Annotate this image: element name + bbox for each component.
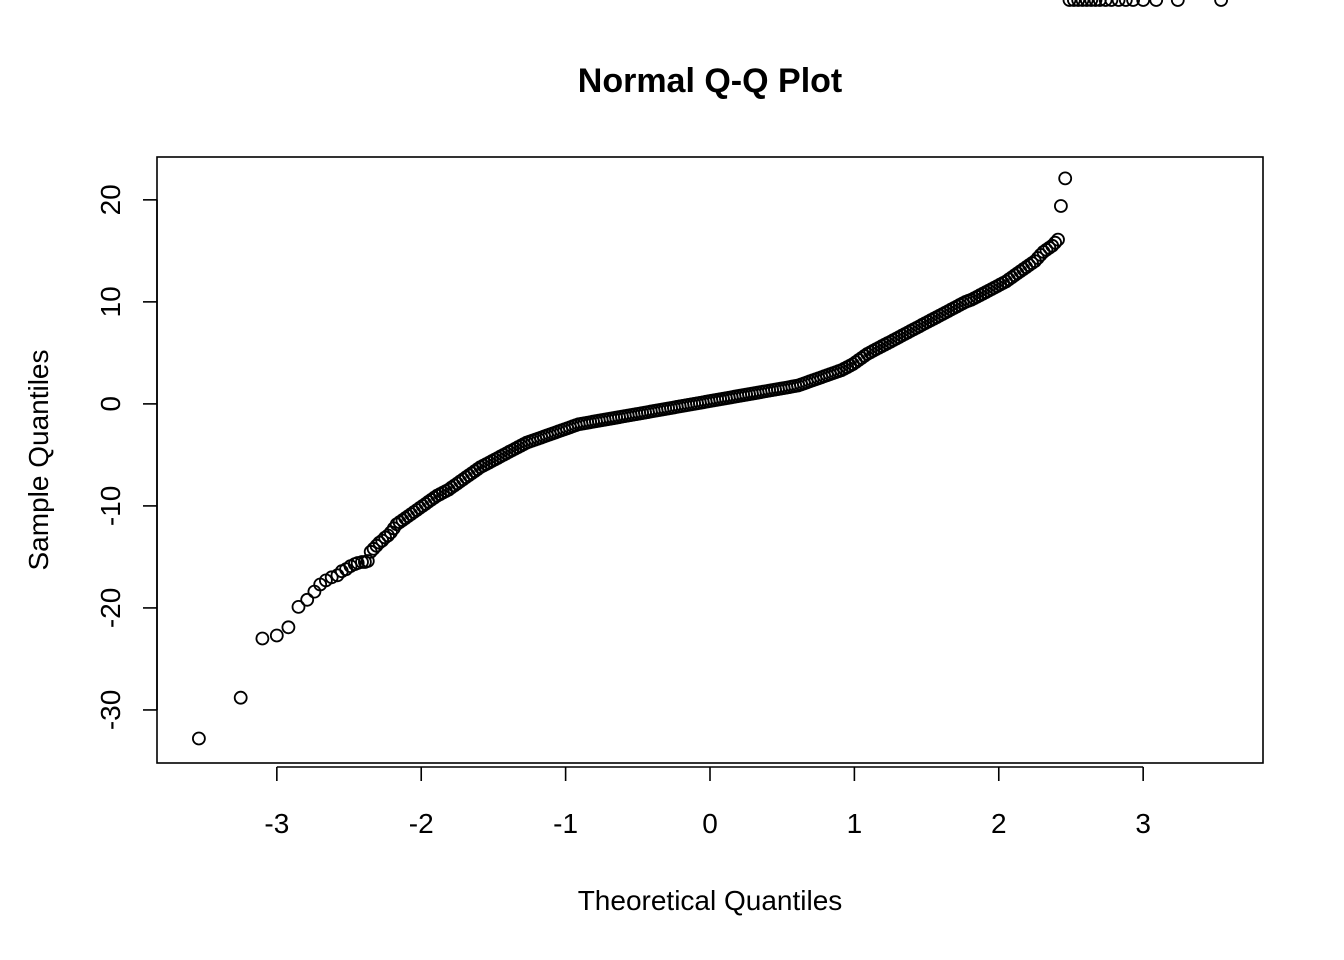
x-tick-label: -1 bbox=[553, 808, 578, 839]
data-point bbox=[291, 600, 306, 614]
y-tick-label: 0 bbox=[95, 396, 126, 412]
y-tick-label: -30 bbox=[95, 690, 126, 730]
x-tick-label: 2 bbox=[991, 808, 1007, 839]
y-axis: -30 -20 -10 0 10 20 bbox=[95, 184, 158, 730]
data-point bbox=[1092, 0, 1107, 7]
x-tick-label: 0 bbox=[702, 808, 718, 839]
plot-frame bbox=[156, 156, 1264, 764]
y-tick-label: 20 bbox=[95, 184, 126, 215]
y-tick-label: 10 bbox=[95, 286, 126, 317]
chart-title: Normal Q-Q Plot bbox=[578, 62, 842, 100]
data-point bbox=[300, 592, 315, 607]
y-tick-label: -10 bbox=[95, 486, 126, 526]
data-point bbox=[324, 570, 339, 585]
data-point bbox=[191, 731, 206, 746]
data-point bbox=[1214, 0, 1228, 7]
x-axis: -3 -2 -1 0 1 2 3 bbox=[264, 766, 1151, 839]
x-tick-label: 1 bbox=[847, 808, 863, 839]
x-tick-label: -3 bbox=[264, 808, 289, 839]
data-point bbox=[1084, 0, 1099, 7]
data-point bbox=[1071, 0, 1086, 7]
data-point bbox=[1149, 0, 1164, 7]
data-point bbox=[281, 620, 296, 635]
data-point bbox=[255, 631, 270, 646]
x-tick-label: 3 bbox=[1135, 808, 1151, 839]
y-axis-label: Sample Quantiles bbox=[23, 349, 54, 570]
data-point bbox=[1088, 0, 1103, 7]
data-point bbox=[1170, 0, 1185, 7]
data-point bbox=[233, 690, 248, 705]
data-point bbox=[1104, 0, 1119, 7]
data-point bbox=[1118, 0, 1133, 7]
x-tick-label: -2 bbox=[409, 808, 434, 839]
data-point bbox=[1075, 0, 1090, 7]
data-point bbox=[1051, 232, 1065, 247]
data-point bbox=[1048, 235, 1062, 250]
data-point bbox=[269, 628, 284, 643]
data-point bbox=[1058, 171, 1073, 186]
data-point bbox=[1079, 0, 1094, 7]
data-point bbox=[1054, 199, 1068, 213]
data-point bbox=[1126, 0, 1140, 7]
data-point bbox=[1111, 0, 1126, 7]
data-point bbox=[1136, 0, 1151, 7]
data-point bbox=[1062, 0, 1077, 7]
data-point bbox=[1098, 0, 1113, 7]
data-point bbox=[360, 554, 375, 568]
data-point bbox=[1067, 0, 1081, 7]
x-axis-label: Theoretical Quantiles bbox=[578, 885, 843, 916]
y-tick-label: -20 bbox=[95, 588, 126, 628]
data-points bbox=[191, 0, 1228, 746]
